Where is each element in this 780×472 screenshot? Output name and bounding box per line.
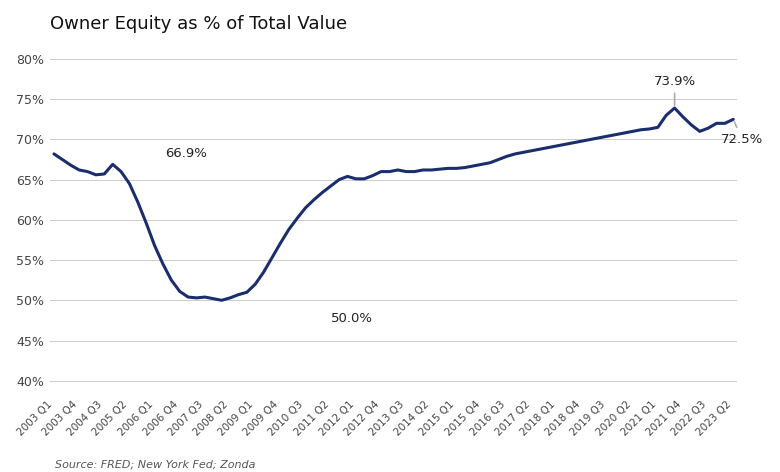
Text: 73.9%: 73.9% (654, 75, 696, 105)
Text: 50.0%: 50.0% (331, 312, 373, 325)
Text: Owner Equity as % of Total Value: Owner Equity as % of Total Value (50, 15, 347, 33)
Text: 66.9%: 66.9% (165, 147, 207, 160)
Text: Source: FRED; New York Fed; Zonda: Source: FRED; New York Fed; Zonda (55, 459, 255, 469)
Text: 72.5%: 72.5% (721, 122, 763, 146)
